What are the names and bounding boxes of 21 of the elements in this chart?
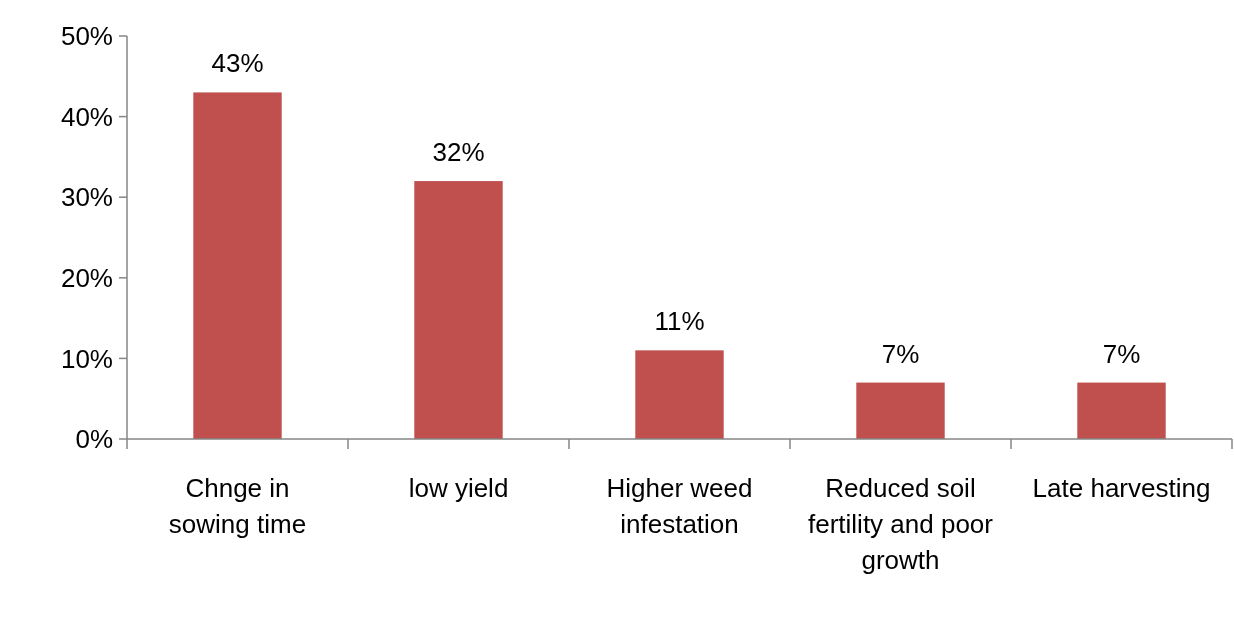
- y-tick-label: 0%: [75, 424, 113, 455]
- data-label: 32%: [432, 137, 485, 168]
- x-tick-label: Late harvesting: [1032, 473, 1211, 503]
- bar: [414, 181, 503, 439]
- y-tick-label: 20%: [60, 262, 113, 293]
- x-tick-label: Reduced soil fertility and poor growth: [808, 473, 994, 575]
- data-label: 11%: [654, 306, 705, 337]
- y-tick-label: 10%: [60, 343, 113, 374]
- bar: [1077, 382, 1166, 439]
- y-tick-label: 40%: [60, 101, 113, 132]
- bar: [635, 350, 724, 439]
- data-label: 7%: [1102, 338, 1141, 369]
- y-tick-label: 30%: [60, 182, 113, 213]
- data-label: 7%: [881, 338, 920, 369]
- y-tick-label: 50%: [60, 21, 113, 52]
- bar: [856, 382, 945, 439]
- bar: [193, 92, 282, 439]
- x-tick-label: low yield: [408, 473, 509, 503]
- data-label: 43%: [211, 48, 264, 79]
- x-tick-label: Higher weed infestation: [606, 473, 753, 539]
- x-tick-label: Chnge in sowing time: [168, 473, 307, 539]
